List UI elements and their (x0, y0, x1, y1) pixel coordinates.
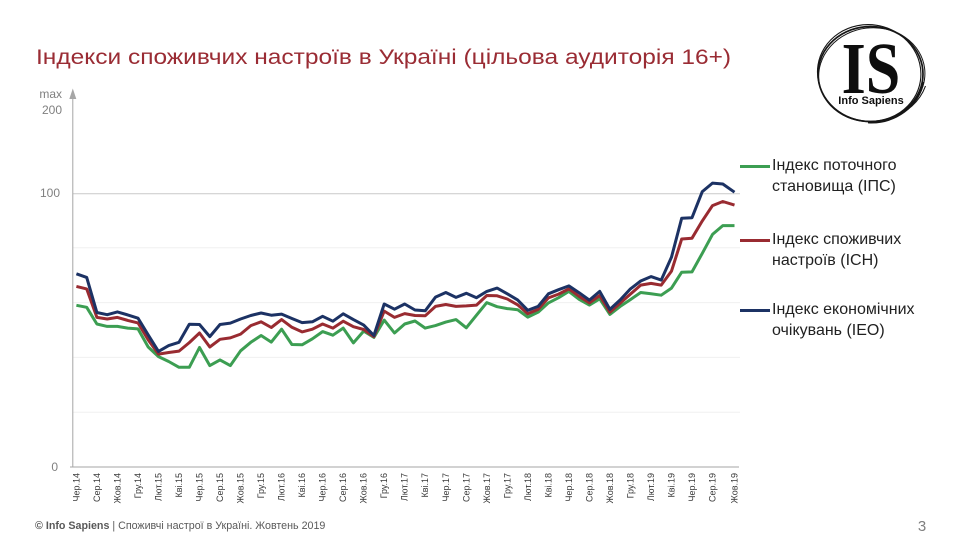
svg-text:Гру.17: Гру.17 (502, 473, 512, 498)
svg-text:Чер.17: Чер.17 (441, 473, 451, 502)
svg-text:Сер.14: Сер.14 (92, 473, 102, 502)
svg-text:Кві.16: Кві.16 (297, 473, 307, 498)
svg-text:Гру.15: Гру.15 (256, 473, 266, 498)
svg-text:100: 100 (40, 186, 60, 200)
svg-text:Кві.18: Кві.18 (543, 473, 553, 498)
svg-text:Жов.17: Жов.17 (482, 473, 492, 504)
svg-text:max: max (39, 87, 62, 101)
svg-text:Жов.16: Жов.16 (359, 473, 369, 504)
svg-text:Чер.15: Чер.15 (195, 473, 205, 502)
svg-text:Чер.19: Чер.19 (687, 473, 697, 502)
svg-text:Чер.16: Чер.16 (318, 473, 328, 502)
svg-text:200: 200 (42, 103, 62, 117)
svg-text:Сер.19: Сер.19 (708, 473, 718, 502)
svg-text:Жов.18: Жов.18 (605, 473, 615, 504)
svg-text:Жов.14: Жов.14 (112, 473, 122, 504)
svg-text:Сер.15: Сер.15 (215, 473, 225, 502)
svg-text:Лют.19: Лют.19 (646, 473, 656, 501)
svg-text:Лют.15: Лют.15 (154, 473, 164, 501)
svg-text:Гру.18: Гру.18 (625, 473, 635, 498)
svg-text:Лют.17: Лют.17 (400, 473, 410, 501)
svg-text:Чер.14: Чер.14 (71, 473, 81, 502)
svg-text:Жов.19: Жов.19 (730, 473, 740, 504)
svg-text:Чер.18: Чер.18 (564, 473, 574, 502)
svg-text:Сер.17: Сер.17 (461, 473, 471, 502)
svg-text:Лют.18: Лют.18 (523, 473, 533, 501)
svg-text:Сер.18: Сер.18 (584, 473, 594, 502)
svg-text:Гру.16: Гру.16 (379, 473, 389, 498)
svg-text:Кві.15: Кві.15 (174, 473, 184, 498)
svg-text:0: 0 (51, 460, 58, 474)
svg-text:Info Sapiens: Info Sapiens (838, 95, 903, 107)
svg-text:IS: IS (842, 28, 901, 109)
svg-text:Кві.19: Кві.19 (667, 473, 677, 498)
svg-text:Кві.17: Кві.17 (420, 473, 430, 498)
svg-text:Гру.14: Гру.14 (133, 473, 143, 498)
svg-text:Лют.16: Лют.16 (277, 473, 287, 501)
svg-text:Жов.15: Жов.15 (236, 473, 246, 504)
svg-text:Сер.16: Сер.16 (338, 473, 348, 502)
